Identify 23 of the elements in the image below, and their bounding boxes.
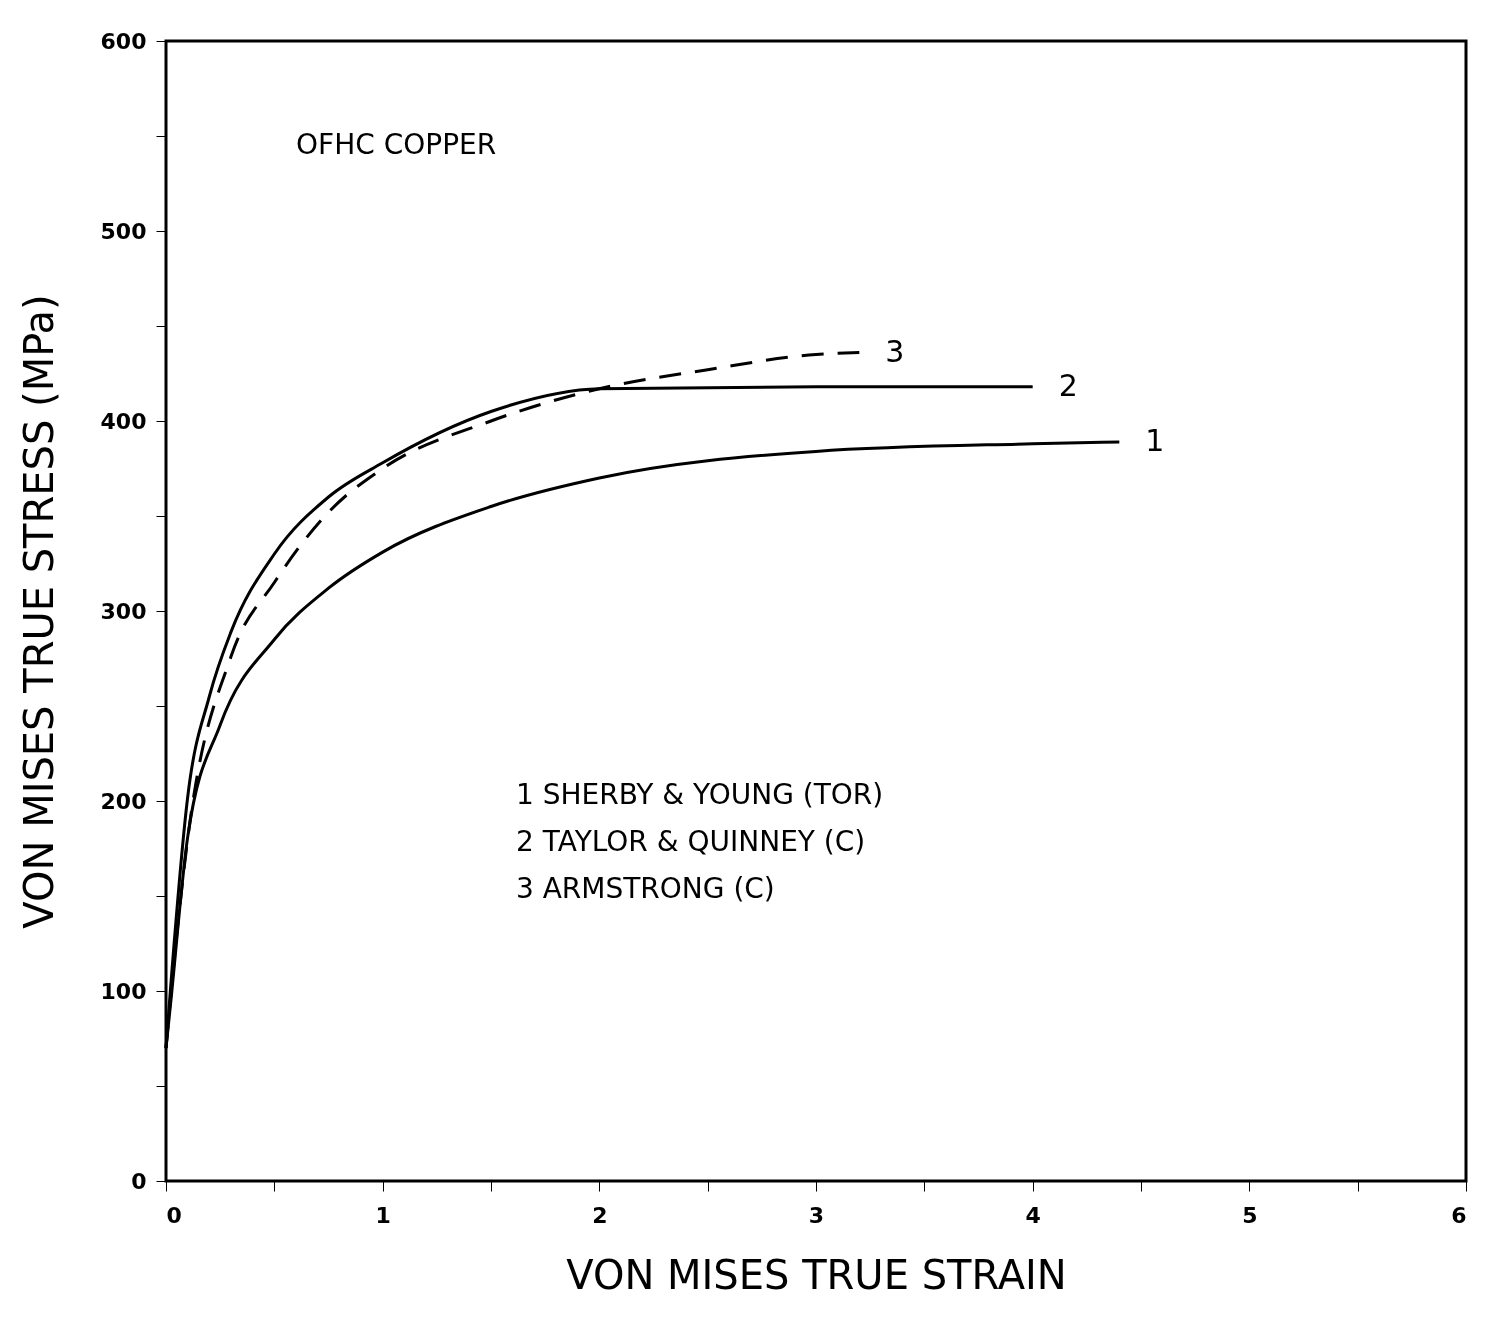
x-tick-label: 4 [1025,1202,1041,1228]
annotation: 2 TAYLOR & QUINNEY (C) [516,825,866,858]
y-tick-label: 600 [100,28,147,54]
x-tick-label: 2 [592,1202,608,1228]
y-axis-title: VON MISES TRUE STRESS (MPa) [15,294,62,929]
y-tick-label: 400 [100,408,147,434]
y-tick-label: 100 [100,978,147,1004]
y-tick-label: 500 [100,218,147,244]
series-label: 2 [1058,367,1078,403]
x-tick-label: 0 [166,1202,182,1228]
annotation: 3 ARMSTRONG (C) [516,872,775,905]
y-tick-label: 300 [100,598,147,624]
series-label: 3 [885,333,905,369]
x-axis-title: VON MISES TRUE STRAIN [566,1251,1067,1298]
x-tick-label: 1 [375,1202,391,1228]
x-tick-label: 3 [808,1202,825,1228]
series-label: 1 [1145,422,1165,458]
text: OFHC COPPER [296,128,497,161]
y-tick-label: 200 [100,788,147,814]
x-tick-label: 6 [1451,1202,1467,1228]
x-tick-label: 5 [1242,1202,1258,1228]
annotation: 1 SHERBY & YOUNG (TOR) [516,778,884,811]
y-tick-label: 0 [131,1168,147,1194]
